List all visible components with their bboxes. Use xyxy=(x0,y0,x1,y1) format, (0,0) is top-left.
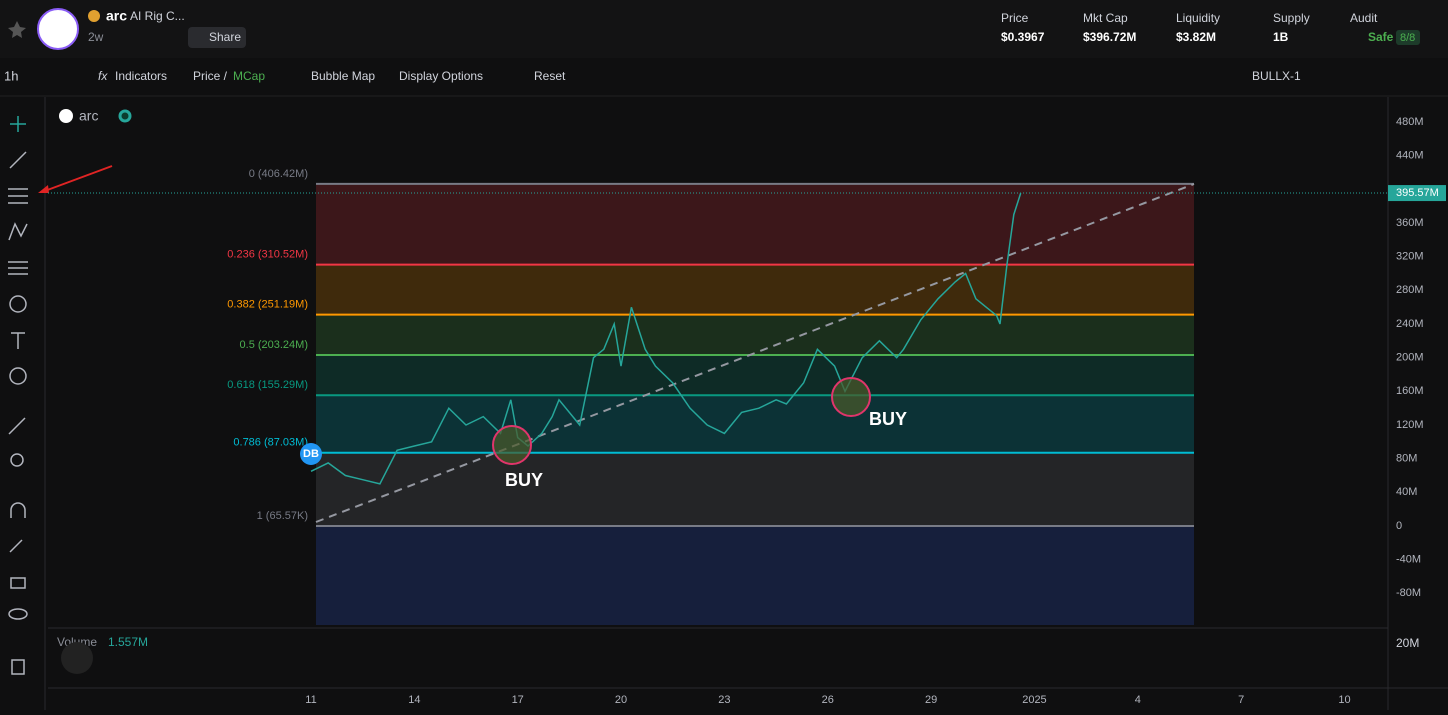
fib-label: 0.382 (251.19M) xyxy=(227,298,308,310)
fib-zone xyxy=(316,314,1194,355)
buy-label: BUY xyxy=(505,470,543,490)
stat-value: $396.72M xyxy=(1083,30,1136,44)
fib-label: 0 (406.42M) xyxy=(249,168,308,180)
db-label: DB xyxy=(303,448,319,460)
layout[interactable]: BULLX-1 xyxy=(1252,69,1301,83)
share-label[interactable]: Share xyxy=(209,30,241,44)
fib-zone xyxy=(316,354,1194,396)
x-tick-label: 23 xyxy=(718,694,730,706)
y-tick-label: 0 xyxy=(1396,520,1402,532)
token-name: arc xyxy=(106,8,127,24)
buy-circle xyxy=(831,377,871,417)
y-tick-label: 360M xyxy=(1396,217,1424,229)
mcap-toggle[interactable]: MCap xyxy=(233,69,265,83)
y-tick-label: -80M xyxy=(1396,587,1421,599)
fib-label: 0.618 (155.29M) xyxy=(227,379,308,391)
stat-value: $0.3967 xyxy=(1001,30,1045,44)
stat-label: Supply xyxy=(1273,11,1310,25)
x-tick-label: 7 xyxy=(1238,694,1244,706)
audit-status: Safe xyxy=(1368,30,1394,44)
icon xyxy=(88,10,100,22)
indicators[interactable]: Indicators xyxy=(115,69,167,83)
y-tick-label: 280M xyxy=(1396,284,1424,296)
reset[interactable]: Reset xyxy=(534,69,566,83)
legend-logo xyxy=(59,109,73,123)
display-options[interactable]: Display Options xyxy=(399,69,483,83)
token-logo xyxy=(37,8,79,50)
fib-label: 1 (65.57K) xyxy=(257,510,308,522)
audit-badge xyxy=(1396,30,1420,45)
stat-value: $3.82M xyxy=(1176,30,1216,44)
fib-zone xyxy=(316,183,1194,265)
fib-label: 0.5 (203.24M) xyxy=(240,339,308,351)
current-badge xyxy=(1388,185,1446,202)
fib-zone xyxy=(316,395,1194,453)
volume-tick: 20M xyxy=(1396,636,1419,650)
y-tick-label: 160M xyxy=(1396,385,1424,397)
stat-label: Liquidity xyxy=(1176,11,1220,25)
toolbar xyxy=(0,58,1448,96)
token-fullname: AI Rig C... xyxy=(130,9,185,23)
legend: arc xyxy=(79,108,98,124)
y-tick-label: 80M xyxy=(1396,453,1417,465)
y-tick-label: 480M xyxy=(1396,116,1424,128)
trend-line xyxy=(315,183,1195,523)
interval[interactable]: 1h xyxy=(4,68,18,83)
y-tick-label: 440M xyxy=(1396,150,1424,162)
db-badge xyxy=(300,443,322,465)
fx-icon: fx xyxy=(98,69,108,83)
x-tick-label: 4 xyxy=(1135,694,1141,706)
fib-label: 0.236 (310.52M) xyxy=(227,249,308,261)
volume-value: 1.557M xyxy=(108,635,148,649)
x-tick-label: 29 xyxy=(925,694,937,706)
stat-value: 1B xyxy=(1273,30,1289,44)
y-tick-label: 40M xyxy=(1396,486,1417,498)
x-tick-label: 2025 xyxy=(1022,694,1046,706)
arrow-head xyxy=(38,185,49,193)
fib-label: 0.786 (87.03M) xyxy=(233,437,308,449)
x-tick-label: 10 xyxy=(1338,694,1350,706)
y-tick-label: 120M xyxy=(1396,419,1424,431)
stat-label: Price xyxy=(1001,11,1029,25)
status-dot xyxy=(118,109,132,123)
audit-score: 8/8 xyxy=(1400,32,1415,44)
x-tick-label: 20 xyxy=(615,694,627,706)
share-button[interactable] xyxy=(188,27,246,48)
price-toggle[interactable]: Price / xyxy=(193,69,228,83)
y-tick-label: 240M xyxy=(1396,318,1424,330)
x-tick-label: 26 xyxy=(822,694,834,706)
audit-label: Audit xyxy=(1350,11,1378,25)
x-tick-label: 11 xyxy=(305,694,316,706)
current-label: 395.57M xyxy=(1396,187,1439,199)
y-tick-label: 200M xyxy=(1396,352,1424,364)
fib-zone xyxy=(316,452,1194,526)
x-tick-label: 17 xyxy=(512,694,524,706)
x-tick-label: 14 xyxy=(408,694,420,706)
sidebar xyxy=(0,97,45,710)
stat-label: Mkt Cap xyxy=(1083,11,1128,25)
price-line xyxy=(310,192,1022,485)
bubble-map[interactable]: Bubble Map xyxy=(311,69,375,83)
fib-extension-zone xyxy=(316,525,1194,625)
buy-circle xyxy=(492,425,532,465)
star[interactable] xyxy=(8,21,26,38)
buy-label: BUY xyxy=(869,409,907,429)
arrow xyxy=(41,165,113,193)
tv-logo xyxy=(61,642,93,674)
age: 2w xyxy=(88,30,104,44)
tool-icons[interactable] xyxy=(8,116,28,675)
y-tick-label: 320M xyxy=(1396,251,1424,263)
y-tick-label: -40M xyxy=(1396,554,1421,566)
fib-zone xyxy=(316,264,1194,315)
